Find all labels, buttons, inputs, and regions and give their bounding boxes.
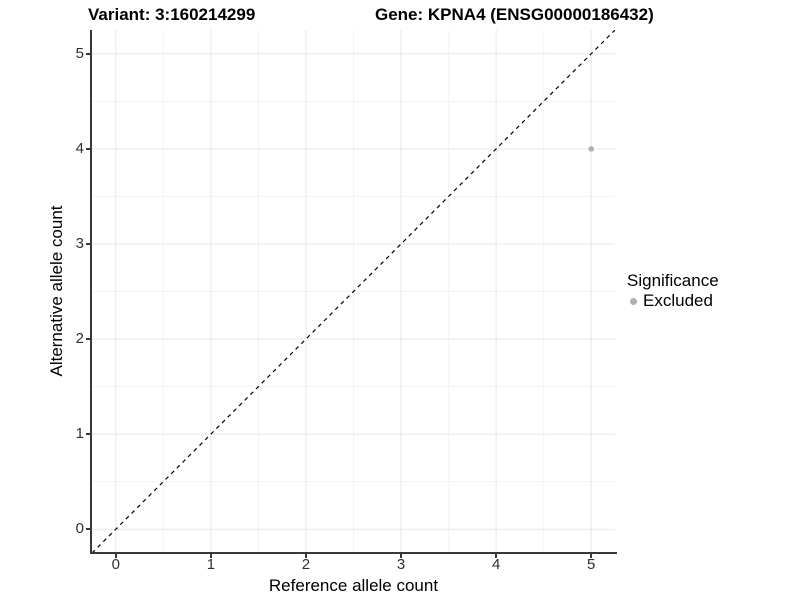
- data-point: [588, 146, 595, 152]
- y-tick-label: 3: [75, 234, 84, 252]
- legend-title: Significance: [627, 271, 719, 290]
- x-axis-line: [90, 552, 617, 554]
- x-tick-label: 0: [111, 556, 120, 573]
- plot-area-svg: [91, 29, 616, 554]
- plot-title-gene: Gene: KPNA4 (ENSG00000186432): [375, 5, 654, 24]
- plot-panel: [91, 29, 616, 554]
- x-tick-label: 4: [491, 556, 501, 573]
- x-tick-mark: [209, 554, 212, 558]
- x-tick-mark: [114, 554, 117, 558]
- x-tick-mark: [400, 554, 403, 558]
- y-tick-label: 4: [75, 139, 84, 157]
- y-tick-label: 1: [75, 425, 84, 443]
- x-tick-label: 1: [206, 556, 216, 573]
- y-tick-mark: [86, 242, 90, 245]
- legend: Significance Excluded: [627, 271, 719, 311]
- legend-item-label: Excluded: [643, 291, 713, 310]
- plot-title-variant: Variant: 3:160214299: [88, 5, 256, 24]
- x-tick-mark: [590, 554, 593, 558]
- y-tick-mark: [86, 338, 90, 341]
- y-tick-mark: [86, 433, 90, 436]
- x-tick-mark: [495, 554, 498, 558]
- y-tick-label: 2: [75, 330, 84, 348]
- y-axis-title: Alternative allele count: [47, 205, 66, 377]
- x-tick-mark: [304, 554, 307, 558]
- x-tick-label: 5: [587, 556, 596, 573]
- y-tick-mark: [86, 147, 90, 150]
- y-axis-line: [90, 30, 92, 554]
- x-axis-title: Reference allele count: [268, 576, 439, 595]
- x-tick-label: 2: [301, 556, 311, 573]
- y-tick-mark: [86, 52, 90, 55]
- y-tick-label: 0: [75, 520, 84, 538]
- x-tick-label: 3: [396, 556, 406, 573]
- y-tick-mark: [86, 528, 90, 531]
- identity-line: [91, 29, 616, 554]
- y-tick-label: 5: [75, 44, 84, 62]
- legend-item-excluded: Excluded: [627, 291, 719, 311]
- legend-point-icon: [630, 297, 637, 305]
